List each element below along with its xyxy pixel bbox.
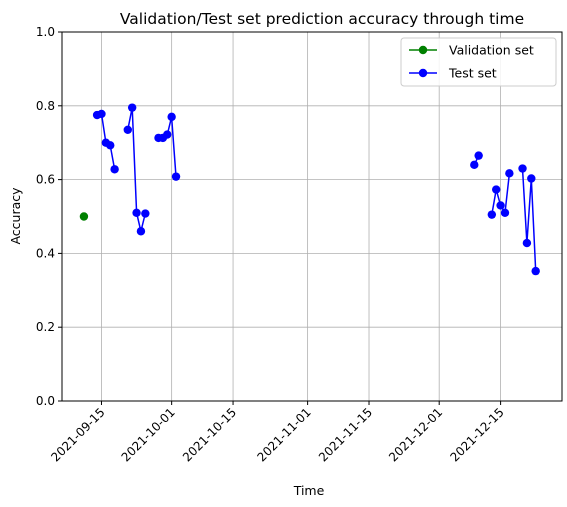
y-tick-label: 0.0	[36, 394, 55, 408]
y-tick-label: 0.8	[36, 99, 55, 113]
legend-item: Validation set	[409, 43, 534, 58]
y-tick-label: 0.4	[36, 246, 55, 260]
legend-marker	[418, 45, 428, 55]
x-tick-label: 2021-10-15	[180, 405, 239, 464]
y-axis-label: Accuracy	[8, 187, 23, 245]
plot-area	[79, 103, 540, 276]
data-point	[531, 266, 540, 276]
legend-marker	[418, 68, 428, 78]
data-point	[496, 201, 505, 210]
data-point	[527, 174, 536, 183]
x-axis-label: Time	[293, 483, 325, 498]
data-point	[106, 141, 115, 150]
data-point	[474, 151, 483, 160]
y-tick-label: 1.0	[36, 25, 55, 39]
x-tick-label: 2021-12-01	[386, 405, 445, 464]
x-tick-label: 2021-12-15	[447, 405, 506, 464]
data-point	[136, 227, 146, 236]
legend-label: Test set	[448, 66, 497, 81]
y-axis: 0.0 0.2 0.4 0.6 0.8 1.0	[36, 25, 62, 408]
data-point	[518, 164, 527, 173]
legend-item: Test set	[409, 66, 497, 81]
chart-title: Validation/Test set prediction accuracy …	[120, 10, 524, 28]
data-point	[123, 125, 132, 134]
series-test	[92, 103, 540, 276]
series-line	[158, 116, 177, 177]
legend-box	[400, 37, 557, 87]
data-point	[97, 109, 106, 119]
series-validation	[79, 212, 89, 221]
data-point	[500, 208, 510, 218]
axes-frame	[61, 31, 563, 402]
data-point	[487, 210, 497, 219]
x-tick-label: 2021-10-01	[119, 405, 178, 464]
data-point	[171, 172, 181, 181]
y-tick-label: 0.6	[36, 173, 55, 187]
y-tick-label: 0.2	[36, 320, 55, 334]
data-point	[127, 103, 137, 112]
series-line	[521, 168, 537, 272]
data-point	[167, 112, 176, 122]
x-axis: 2021-09-15 2021-10-01 2021-10-15 2021-11-01…	[48, 401, 507, 464]
data-point	[110, 165, 119, 174]
x-tick-label: 2021-09-15	[48, 405, 107, 464]
data-point	[132, 208, 141, 218]
data-point	[163, 130, 172, 139]
x-tick-label: 2021-11-15	[316, 405, 375, 464]
data-point	[141, 209, 150, 218]
data-point	[505, 169, 514, 178]
data-point	[492, 185, 501, 194]
data-point	[470, 160, 479, 170]
data-point	[79, 212, 89, 221]
legend: Validation set Test set	[400, 37, 557, 87]
x-tick-label: 2021-11-01	[255, 405, 314, 464]
data-point	[522, 238, 532, 248]
legend-label: Validation set	[449, 43, 534, 58]
